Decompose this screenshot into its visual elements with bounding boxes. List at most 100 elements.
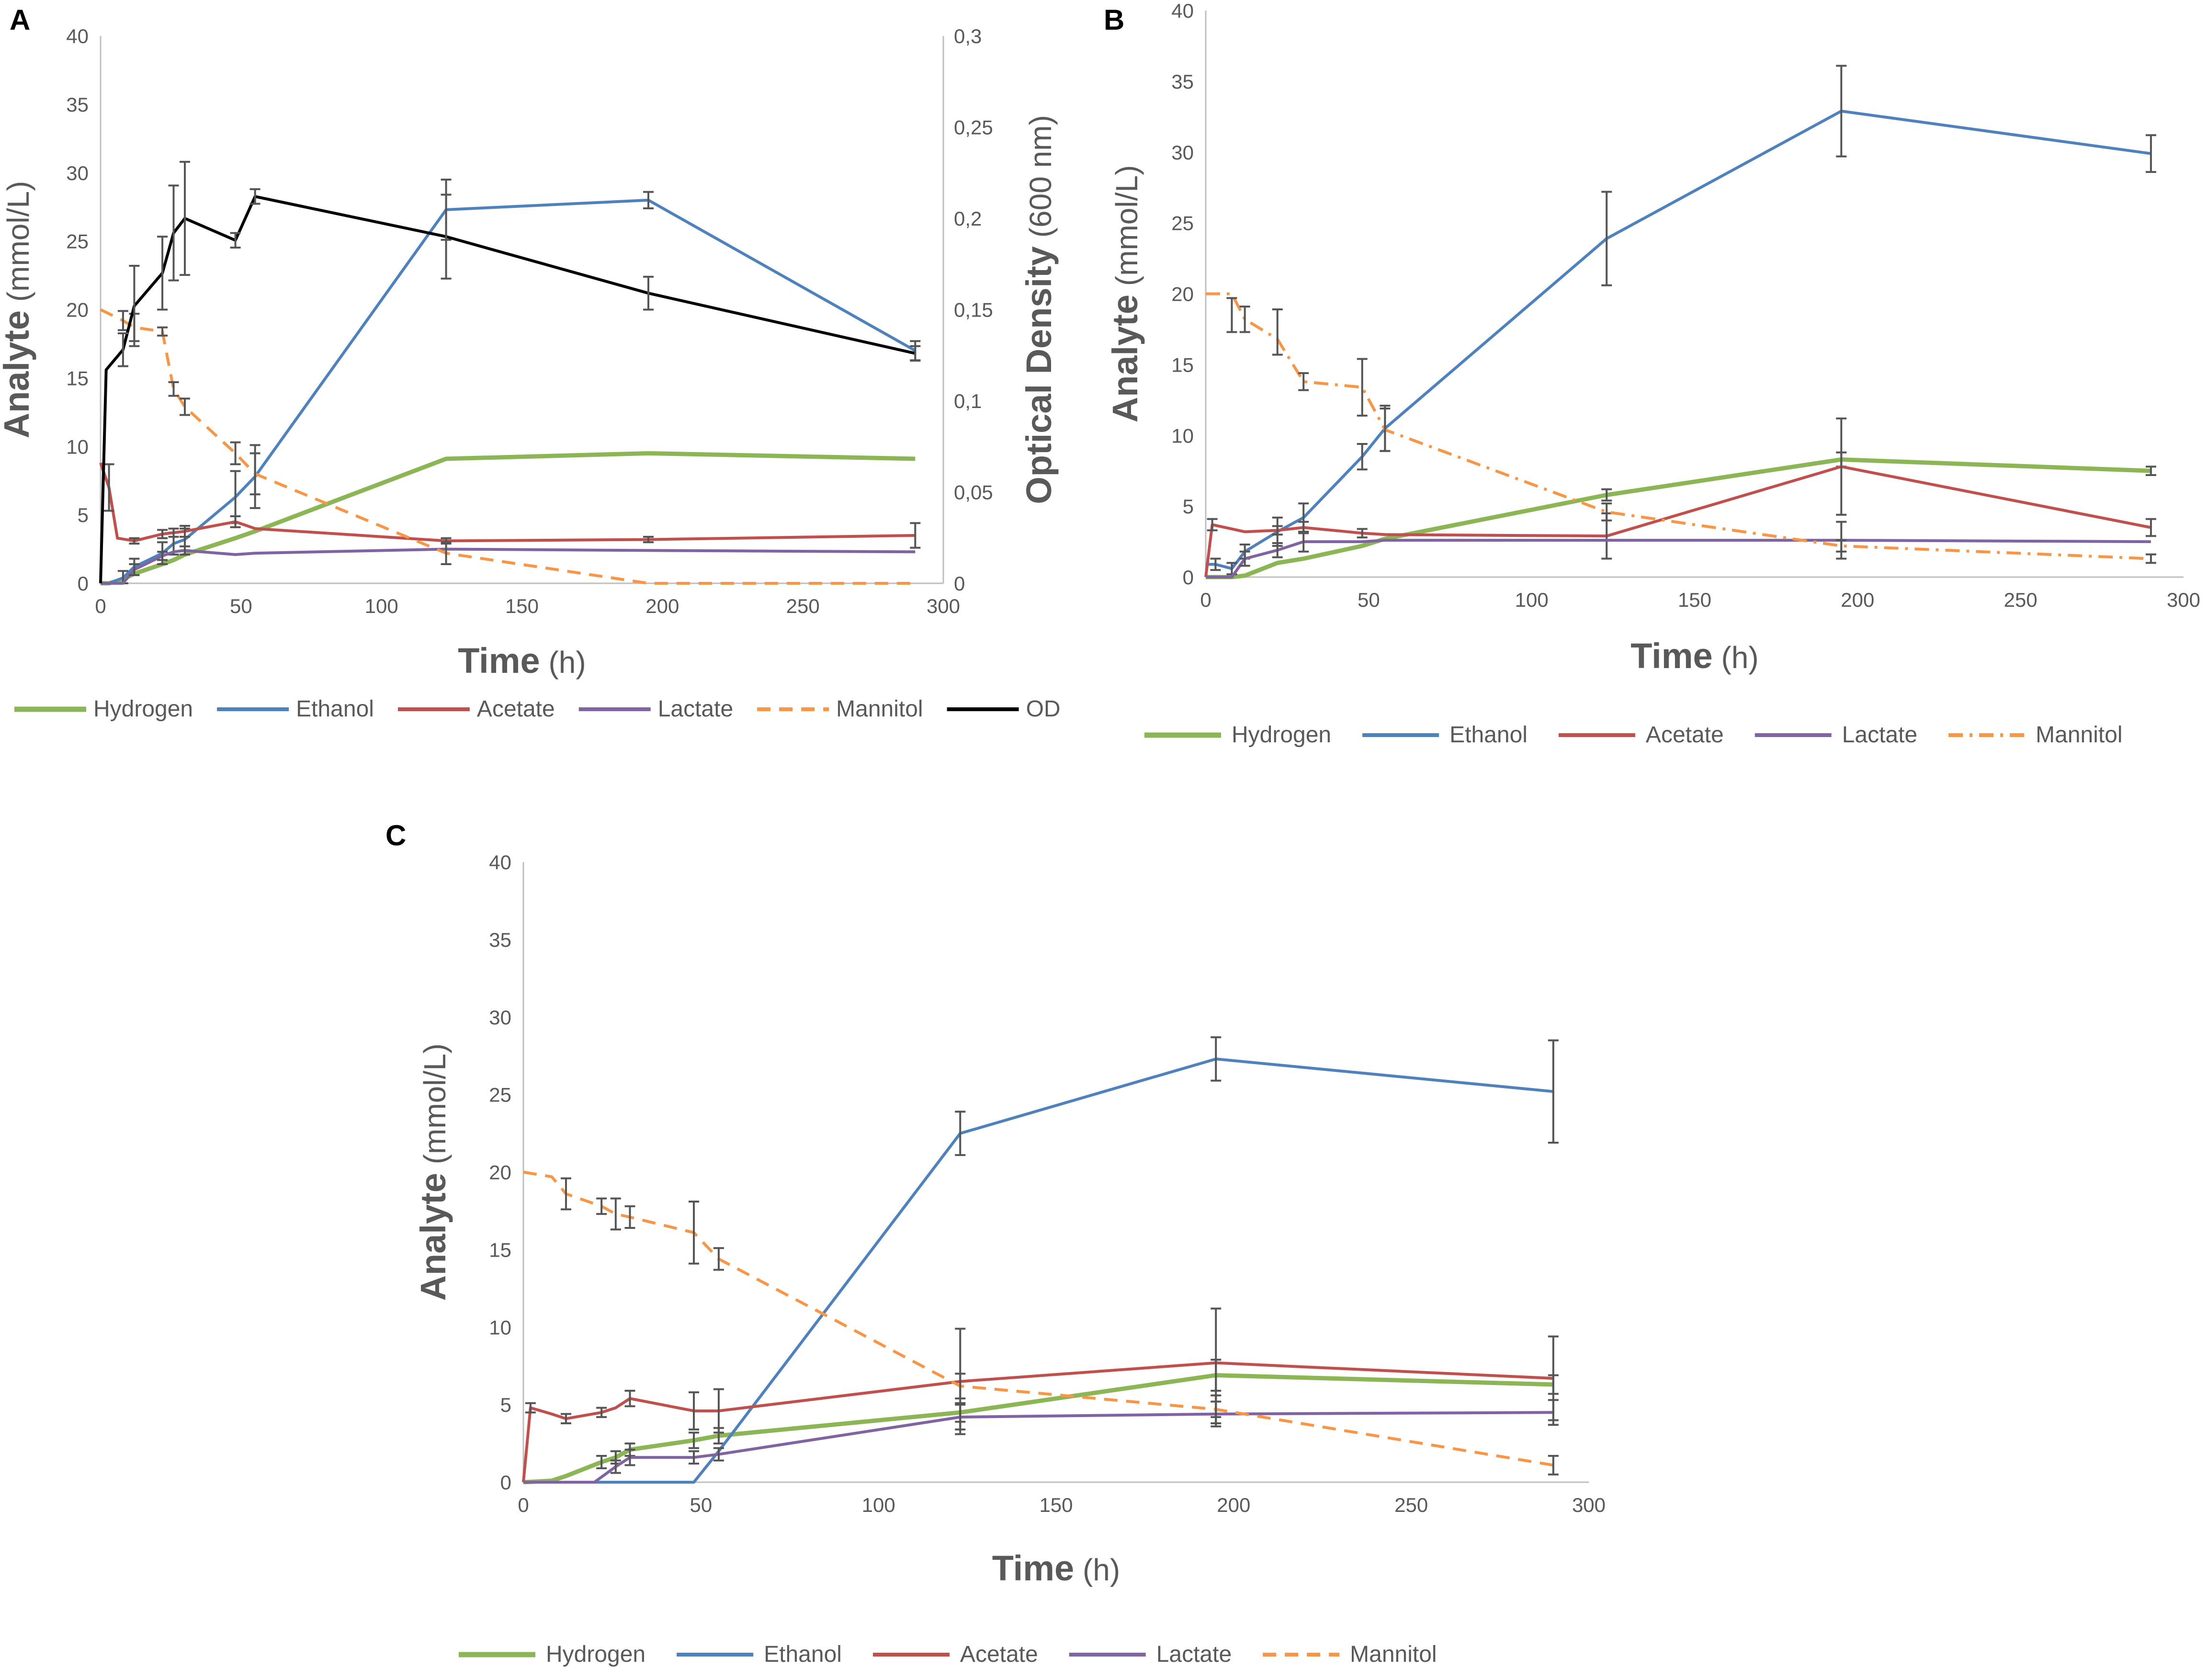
y2-tick-label: 0,05 — [954, 481, 993, 504]
x-axis-title: Time (h) — [992, 1548, 1120, 1588]
x-tick-label: 150 — [1039, 1494, 1073, 1516]
error-bar — [129, 265, 140, 347]
y-tick-label: 0 — [78, 572, 89, 595]
y-axis-title-bold: Analyte — [413, 1173, 453, 1301]
y2-tick-label: 0,3 — [954, 25, 982, 47]
y-axis-title-rest: (mmol/L) — [418, 1044, 452, 1173]
error-bar — [689, 1431, 699, 1449]
y2-tick-label: 0,25 — [954, 116, 993, 139]
error-bar — [689, 1201, 699, 1265]
series-line-lactate — [1206, 539, 2151, 579]
legend-label: Acetate — [960, 1642, 1038, 1667]
y-tick-label: 5 — [500, 1394, 511, 1416]
x-axis-title-bold: Time — [992, 1548, 1074, 1588]
series-line-ethanol — [523, 1057, 1554, 1484]
x-tick-label: 200 — [645, 595, 679, 617]
legend-item-mannitol: Mannitol — [757, 696, 923, 722]
y-axis-title: Analyte (mmol/L) — [1105, 165, 1145, 423]
y-axis-title-rest: (mmol/L) — [1, 181, 35, 310]
y2-axis-title: Optical Density (600 nm) — [1019, 115, 1059, 504]
legend: Hydrogen Ethanol Acetate Lactate Mannitol — [459, 1642, 1437, 1667]
error-bar — [1272, 525, 1283, 536]
error-bar — [168, 184, 179, 282]
y-tick-label: 25 — [1171, 212, 1194, 235]
error-bar — [689, 1391, 699, 1430]
legend: Hydrogen Ethanol Acetate Lactate Mannitol OD — [14, 696, 1061, 722]
series-line-mannitol — [1206, 292, 2151, 560]
y-axis-title-bold: Analyte — [1105, 295, 1145, 422]
error-bar — [2145, 134, 2156, 173]
error-bar — [561, 1177, 571, 1211]
x-tick-label: 100 — [862, 1494, 895, 1516]
error-bar — [1601, 502, 1612, 522]
series-acetate — [522, 1307, 1559, 1483]
y-axis-title: Analyte (mmol/L) — [0, 181, 36, 439]
legend-label: Mannitol — [836, 696, 923, 722]
legend-label: Mannitol — [1350, 1642, 1437, 1667]
error-bar — [168, 381, 179, 397]
x-tick-label: 100 — [1515, 589, 1549, 611]
series-acetate — [1204, 417, 2156, 578]
error-bar — [1298, 372, 1309, 391]
error-bar — [910, 522, 921, 549]
panel-c: C 0 50 100 150 200 250 300 0 5 10 15 20 25 30 35 40 Time … — [385, 819, 1606, 1667]
error-bar — [441, 193, 452, 280]
x-tick-label: 250 — [1394, 1494, 1428, 1516]
legend-item-mannitol: Mannitol — [1948, 722, 2123, 748]
error-bar — [2145, 553, 2156, 564]
x-tick-label: 0 — [95, 595, 106, 617]
series-line-od — [99, 195, 916, 584]
series-lactate — [1206, 521, 2151, 579]
legend-label: Ethanol — [296, 696, 374, 722]
error-bar — [713, 1447, 724, 1462]
error-bar — [596, 1454, 607, 1469]
error-bar — [230, 232, 241, 249]
x-tick-label: 50 — [1358, 589, 1380, 611]
error-bar — [129, 537, 140, 545]
x-tick-label: 50 — [690, 1494, 712, 1516]
x-tick-label: 250 — [786, 595, 820, 617]
error-bar — [1548, 1039, 1559, 1144]
error-bar — [643, 191, 654, 210]
x-tick-label: 150 — [1678, 589, 1711, 611]
x-tick-label: 250 — [2004, 589, 2037, 611]
legend-item-acetate: Acetate — [872, 1642, 1038, 1667]
error-bar — [1239, 306, 1250, 333]
error-bar — [1836, 417, 1847, 516]
x-tick-label: 0 — [518, 1494, 529, 1516]
error-bar — [525, 1402, 536, 1414]
error-bar — [249, 188, 260, 205]
x-axis-title-bold: Time — [458, 641, 540, 681]
error-bar — [1211, 1394, 1222, 1424]
y-tick-label: 10 — [489, 1316, 511, 1339]
legend-label: Mannitol — [2036, 722, 2122, 748]
x-tick-label: 200 — [1217, 1494, 1250, 1516]
error-bar — [561, 1413, 571, 1424]
y2-axis-title-bold: Optical Density — [1019, 246, 1059, 504]
error-bar — [713, 1388, 724, 1434]
legend-label: Hydrogen — [93, 696, 193, 722]
error-bar — [1239, 550, 1250, 567]
error-bar — [249, 452, 260, 496]
legend-item-hydrogen: Hydrogen — [14, 696, 193, 722]
y-tick-label: 15 — [66, 367, 89, 389]
y-tick-label: 5 — [78, 504, 89, 526]
error-bar — [955, 1111, 966, 1156]
error-bar — [1357, 358, 1368, 417]
y-tick-label: 15 — [489, 1238, 511, 1261]
error-bar — [643, 275, 654, 311]
error-bar — [955, 1404, 966, 1430]
error-bar — [180, 524, 190, 538]
legend-label: Acetate — [477, 696, 555, 722]
legend-label: Ethanol — [1449, 722, 1528, 748]
error-bar — [117, 332, 128, 367]
legend-item-acetate: Acetate — [1558, 722, 1724, 748]
y-tick-label: 25 — [66, 230, 89, 253]
legend-item-ethanol: Ethanol — [1362, 722, 1528, 748]
legend-label: OD — [1026, 696, 1061, 722]
y-axis-title-bold: Analyte — [0, 310, 36, 438]
legend-item-hydrogen: Hydrogen — [459, 1642, 645, 1667]
error-bar — [689, 1450, 699, 1465]
error-bar — [1601, 191, 1612, 286]
